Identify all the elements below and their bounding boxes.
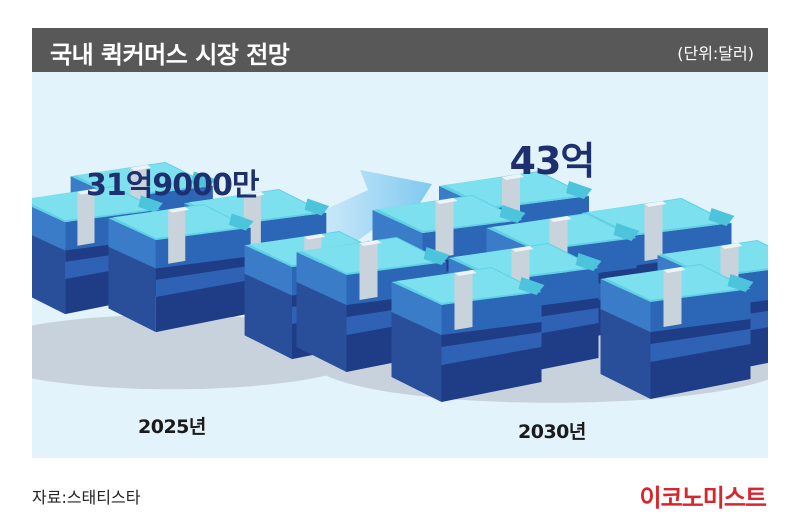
category-label-1: 2025년 (138, 416, 206, 438)
value-label-1: 31억9000만 (86, 168, 259, 203)
source-note: 자료:스태티스타 (32, 488, 141, 507)
chart-title: 국내 퀵커머스 시장 전망 (50, 41, 290, 69)
unit-label: (단위:달러) (677, 44, 754, 63)
chart-panel: 31억9000만 2025년 43억 2030년 (32, 72, 768, 458)
money-bundle-1-4 (108, 204, 254, 333)
money-bundle-2-8 (600, 264, 754, 399)
chart-header: 국내 퀵커머스 시장 전망 (단위:달러) (32, 28, 768, 72)
chart-canvas (32, 162, 768, 403)
brand-logo: 이코노미스트 (639, 484, 767, 512)
money-stack-2 (296, 171, 768, 402)
money-bundle-2-9 (391, 267, 545, 402)
category-label-2: 2030년 (518, 421, 586, 443)
value-label-2: 43억 (509, 139, 596, 183)
